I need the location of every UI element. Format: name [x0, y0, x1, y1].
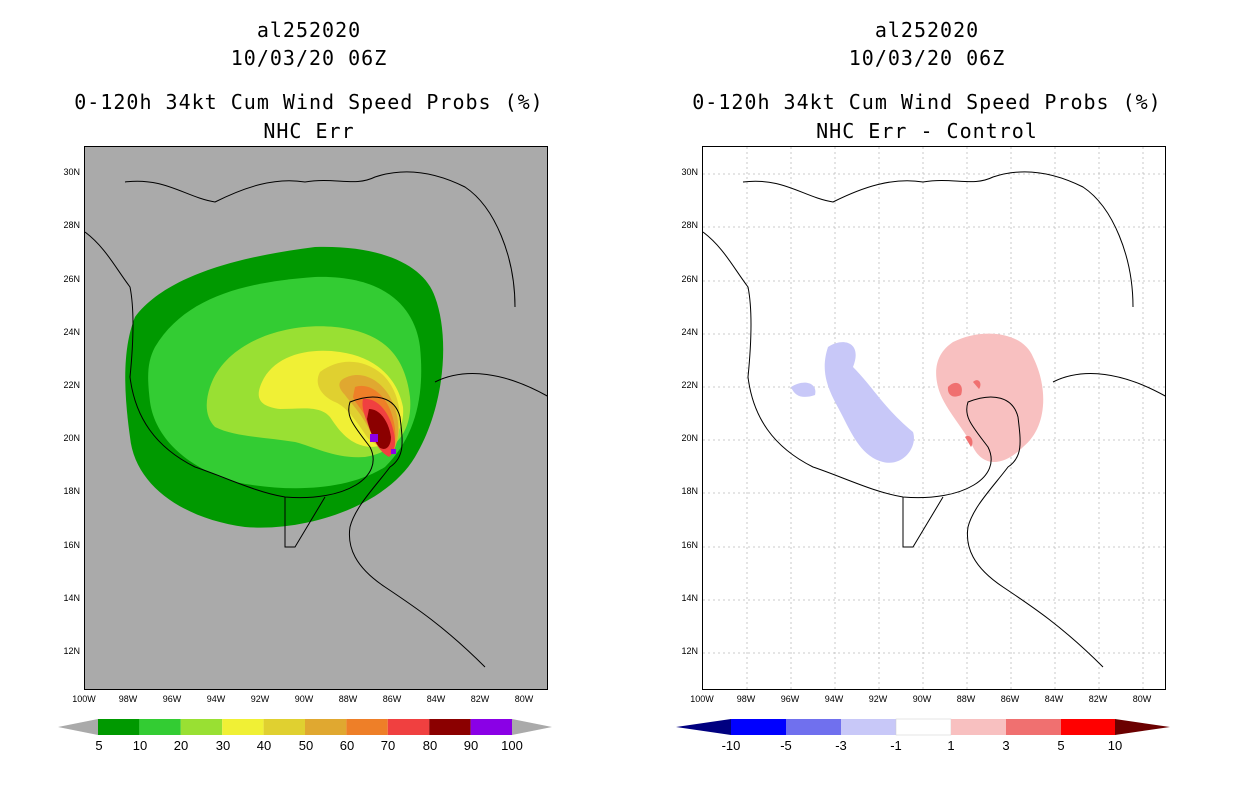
difference-map: [702, 146, 1166, 690]
lat-tick: 16N: [63, 540, 80, 550]
colorbar-label: 5: [1057, 738, 1065, 753]
lat-tick: 30N: [63, 167, 80, 177]
lon-tick: 96W: [780, 694, 800, 704]
colorbar-label: -3: [835, 738, 847, 753]
lon-tick: 94W: [824, 694, 844, 704]
lon-tick: 90W: [912, 694, 932, 704]
product-subtitle: NHC Err - Control: [816, 119, 1038, 143]
forecast-date: 10/03/20 06Z: [230, 46, 388, 70]
lon-tick: 90W: [294, 694, 314, 704]
lon-tick: 84W: [426, 694, 446, 704]
lat-tick: 24N: [681, 327, 698, 337]
lat-tick: 18N: [681, 486, 698, 496]
product-title: 0-120h 34kt Cum Wind Speed Probs (%): [74, 90, 544, 114]
lon-tick: 98W: [118, 694, 138, 704]
lat-tick: 20N: [63, 433, 80, 443]
colorbar-swatches: [98, 719, 512, 735]
lon-tick: 98W: [736, 694, 756, 704]
lat-tick: 12N: [63, 646, 80, 656]
colorbar-label: 50: [298, 738, 314, 753]
colorbar-label: -5: [780, 738, 792, 753]
lon-tick: 94W: [206, 694, 226, 704]
storm-id: al252020: [874, 18, 980, 42]
colorbar-label: 1: [947, 738, 955, 753]
lat-tick: 30N: [681, 167, 698, 177]
colorbar-label: 5: [95, 738, 103, 753]
colorbar-label: 10: [132, 738, 148, 753]
panel-nhc-err: al252020 10/03/20 06Z 0-120h 34kt Cum Wi…: [58, 18, 552, 753]
colorbar-label: -1: [890, 738, 902, 753]
coastlines: [85, 171, 547, 668]
colorbar-label: 70: [380, 738, 396, 753]
colorbar-label: 30: [215, 738, 231, 753]
product-subtitle: NHC Err: [263, 119, 355, 143]
lon-tick: 100W: [72, 694, 96, 704]
lat-tick: 24N: [63, 327, 80, 337]
lon-tick: 80W: [1132, 694, 1152, 704]
lat-tick: 12N: [681, 646, 698, 656]
lat-tick: 18N: [63, 486, 80, 496]
colorbar-label: 10: [1107, 738, 1123, 753]
lon-tick: 100W: [690, 694, 714, 704]
colorbar: [58, 719, 552, 735]
probability-contours: [125, 246, 444, 528]
colorbar-label: 40: [256, 738, 272, 753]
colorbar-label: 90: [463, 738, 479, 753]
lat-tick: 22N: [681, 380, 698, 390]
lon-tick: 84W: [1044, 694, 1064, 704]
lon-tick: 82W: [470, 694, 490, 704]
lon-tick: 86W: [382, 694, 402, 704]
lon-tick: 86W: [1000, 694, 1020, 704]
lon-tick: 92W: [868, 694, 888, 704]
lat-tick: 28N: [681, 220, 698, 230]
lon-tick: 82W: [1088, 694, 1108, 704]
colorbar-label: 3: [1002, 738, 1010, 753]
lon-tick: 92W: [250, 694, 270, 704]
lat-tick: 16N: [681, 540, 698, 550]
product-title: 0-120h 34kt Cum Wind Speed Probs (%): [692, 90, 1162, 114]
lon-tick: 88W: [338, 694, 358, 704]
storm-id: al252020: [256, 18, 362, 42]
lon-tick: 96W: [162, 694, 182, 704]
colorbar-label: 20: [173, 738, 189, 753]
colorbar-label: 80: [422, 738, 438, 753]
colorbar-label: 100: [501, 738, 523, 753]
lat-tick: 20N: [681, 433, 698, 443]
lat-tick: 14N: [63, 593, 80, 603]
lat-tick: 26N: [63, 274, 80, 284]
lon-tick: 80W: [514, 694, 534, 704]
lat-tick: 28N: [63, 220, 80, 230]
gridlines: [703, 147, 1165, 689]
probability-map: [84, 146, 548, 690]
panel-nhc-err-control: al252020 10/03/20 06Z 0-120h 34kt Cum Wi…: [618, 0, 1236, 800]
forecast-date: 10/03/20 06Z: [848, 46, 1006, 70]
lat-tick: 22N: [63, 380, 80, 390]
difference-contours: [791, 333, 1044, 463]
colorbar-label: 60: [339, 738, 355, 753]
colorbar-label: -10: [721, 738, 741, 753]
lat-tick: 14N: [681, 593, 698, 603]
coastlines: [703, 171, 1165, 668]
lat-tick: 26N: [681, 274, 698, 284]
colorbar-swatches: [731, 718, 1115, 736]
colorbar: [676, 718, 1170, 736]
lon-tick: 88W: [956, 694, 976, 704]
